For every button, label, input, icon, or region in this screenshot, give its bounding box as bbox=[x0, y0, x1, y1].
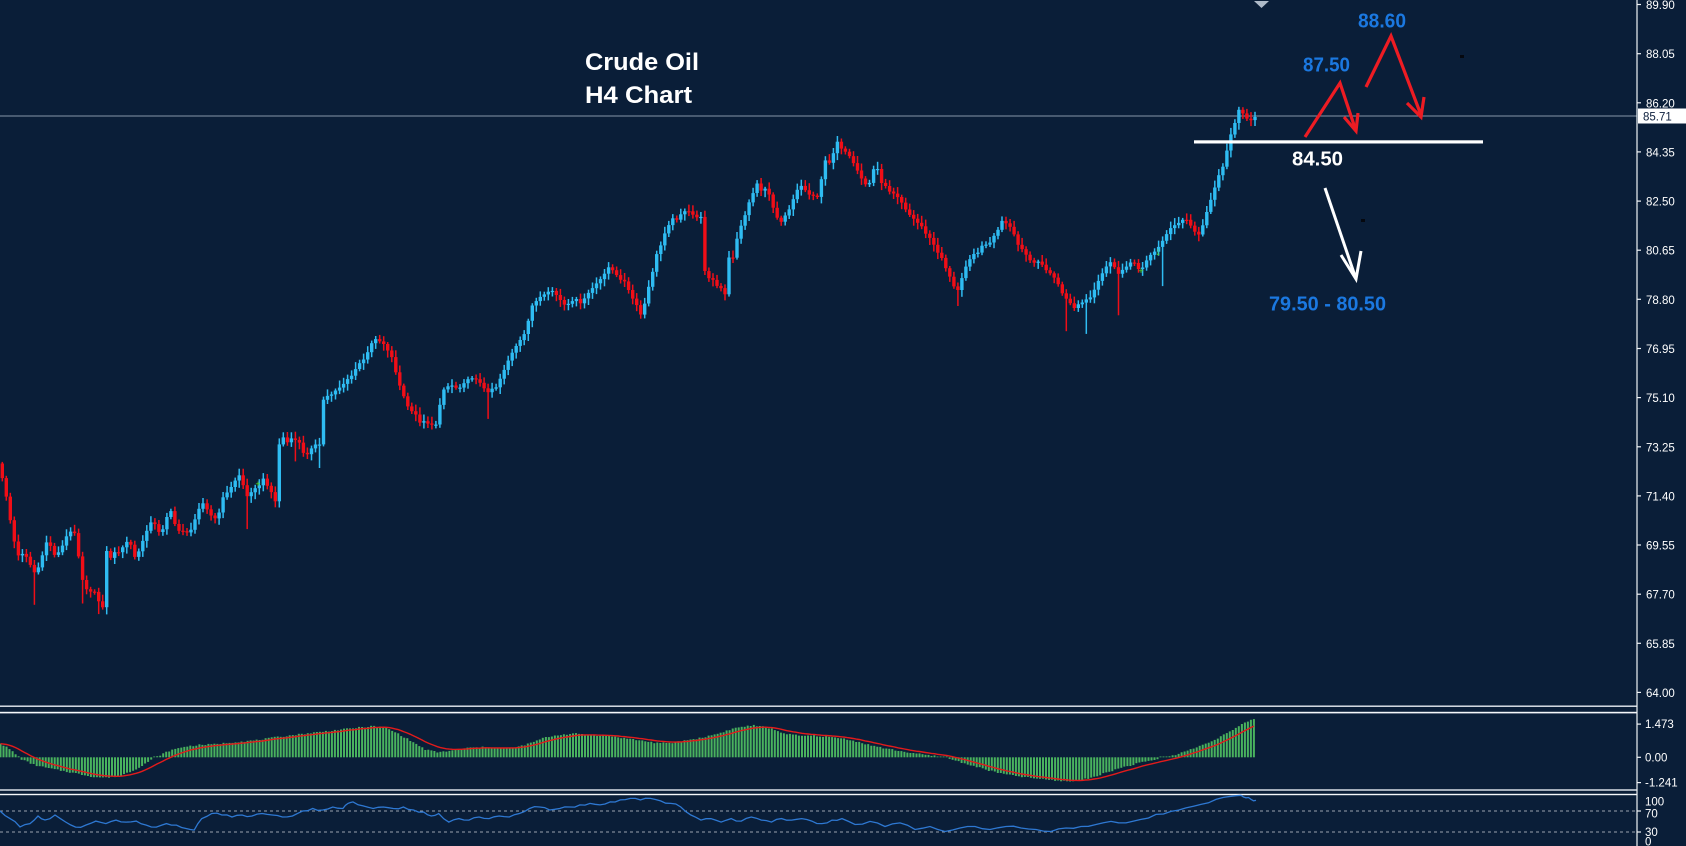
svg-text:H4 Chart: H4 Chart bbox=[585, 82, 692, 109]
svg-text:0: 0 bbox=[1645, 837, 1651, 846]
svg-text:82.50: 82.50 bbox=[1646, 197, 1675, 209]
svg-text:86.20: 86.20 bbox=[1646, 98, 1675, 110]
svg-text:73.25: 73.25 bbox=[1646, 442, 1675, 454]
svg-text:65.85: 65.85 bbox=[1646, 639, 1675, 651]
svg-text:100: 100 bbox=[1645, 797, 1664, 809]
svg-text:67.70: 67.70 bbox=[1646, 590, 1675, 602]
svg-text:Crude Oil: Crude Oil bbox=[585, 49, 699, 76]
svg-text:1.473: 1.473 bbox=[1645, 719, 1674, 731]
svg-text:80.65: 80.65 bbox=[1646, 246, 1675, 258]
svg-text:87.50: 87.50 bbox=[1303, 55, 1350, 77]
svg-text:70: 70 bbox=[1645, 808, 1658, 820]
svg-text:30: 30 bbox=[1645, 827, 1658, 839]
svg-text:+: + bbox=[1138, 266, 1143, 276]
svg-text:84.50: 84.50 bbox=[1292, 149, 1343, 171]
svg-text:75.10: 75.10 bbox=[1646, 393, 1675, 405]
svg-text:64.00: 64.00 bbox=[1646, 688, 1675, 700]
svg-text:84.35: 84.35 bbox=[1646, 147, 1675, 159]
svg-text:89.90: 89.90 bbox=[1646, 0, 1675, 12]
svg-text:76.95: 76.95 bbox=[1646, 344, 1675, 356]
svg-text:↓: ↓ bbox=[1155, 246, 1161, 258]
svg-text:79.50 - 80.50: 79.50 - 80.50 bbox=[1269, 294, 1386, 316]
svg-text:71.40: 71.40 bbox=[1646, 491, 1675, 503]
svg-text:-1.241: -1.241 bbox=[1645, 778, 1678, 790]
svg-text:88.60: 88.60 bbox=[1358, 11, 1406, 33]
svg-text:+: + bbox=[255, 479, 260, 489]
svg-text:0.00: 0.00 bbox=[1645, 752, 1667, 764]
svg-text:78.80: 78.80 bbox=[1646, 295, 1675, 307]
svg-text:69.55: 69.55 bbox=[1646, 541, 1675, 553]
svg-text:85.71: 85.71 bbox=[1643, 112, 1672, 124]
svg-text:88.05: 88.05 bbox=[1646, 49, 1675, 61]
